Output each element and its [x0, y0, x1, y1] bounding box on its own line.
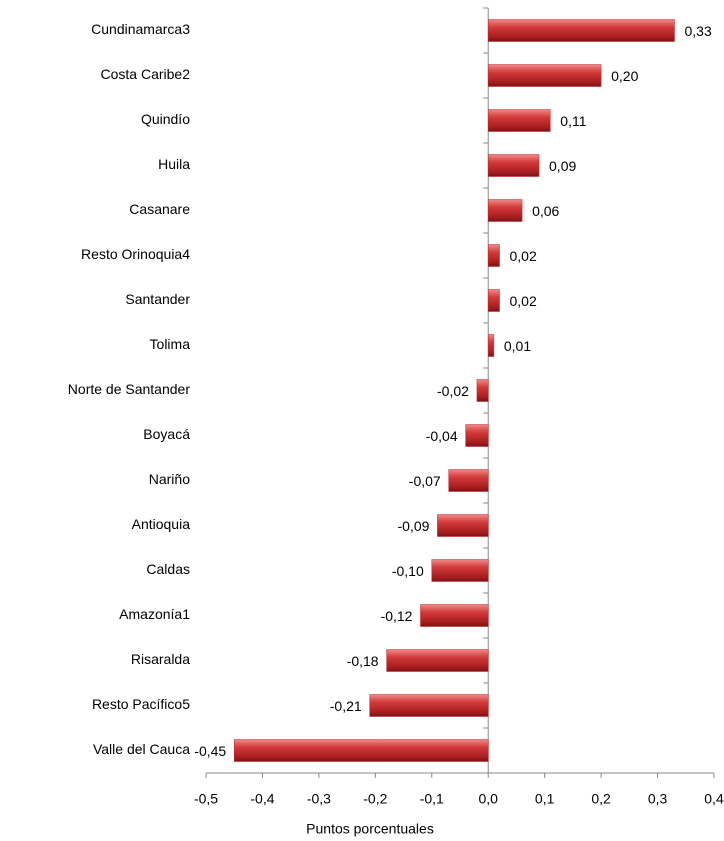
y-tick-label: Huila: [158, 156, 190, 172]
bar: [487, 109, 551, 132]
y-tick-label: Boyacá: [143, 426, 190, 442]
y-tick-label: Quindío: [141, 111, 190, 127]
y-tick-label: Norte de Santander: [68, 381, 191, 397]
bar: [437, 514, 489, 537]
x-tick-label: -0,3: [307, 791, 331, 807]
y-tick-label: Caldas: [146, 561, 190, 577]
value-label: -0,12: [381, 608, 413, 624]
y-tick-label: Santander: [125, 291, 190, 307]
y-tick-label: Resto Orinoquia4: [81, 246, 190, 262]
y-tick-label: Casanare: [129, 201, 190, 217]
bar: [233, 739, 489, 762]
bar: [448, 469, 489, 492]
bar: [431, 559, 489, 582]
bar: [487, 199, 523, 222]
y-tick-label: Amazonía1: [119, 606, 190, 622]
value-label: 0,33: [684, 23, 711, 39]
y-tick-label: Costa Caribe2: [101, 66, 191, 82]
bar: [487, 64, 602, 87]
bar: [487, 244, 500, 267]
x-tick-label: -0,4: [250, 791, 274, 807]
y-tick-label: Nariño: [149, 471, 190, 487]
x-axis-title: Puntos porcentuales: [306, 821, 434, 837]
bar: [487, 154, 540, 177]
x-tick-label: -0,2: [363, 791, 387, 807]
value-label: -0,10: [392, 563, 424, 579]
value-label: 0,02: [510, 293, 537, 309]
x-tick-label: 0,3: [648, 791, 668, 807]
value-label: 0,02: [510, 248, 537, 264]
value-label: 0,09: [549, 158, 576, 174]
y-tick-label: Antioquia: [132, 516, 191, 532]
y-tick-label: Risaralda: [131, 651, 190, 667]
value-label: -0,09: [398, 518, 430, 534]
x-tick-label: 0,2: [591, 791, 611, 807]
y-tick-label: Cundinamarca3: [91, 21, 190, 37]
bar: [369, 694, 489, 717]
y-tick-label: Tolima: [150, 336, 191, 352]
bar: [465, 424, 489, 447]
x-tick-label: -0,1: [420, 791, 444, 807]
bar: [487, 334, 495, 357]
value-label: -0,07: [409, 473, 441, 489]
x-tick-label: -0,5: [194, 791, 218, 807]
value-label: -0,04: [426, 428, 458, 444]
value-label: 0,11: [560, 113, 586, 129]
value-label: -0,45: [194, 743, 226, 759]
bar: [420, 604, 489, 627]
y-tick-label: Resto Pacífico5: [92, 696, 190, 712]
value-label: 0,20: [611, 68, 638, 84]
value-label: -0,18: [347, 653, 379, 669]
value-label: -0,02: [437, 383, 469, 399]
bar: [487, 289, 500, 312]
x-tick-label: 0,4: [704, 791, 724, 807]
x-tick-label: 0,1: [535, 791, 555, 807]
y-tick-label: Valle del Cauca: [93, 741, 190, 757]
bar: [476, 379, 489, 402]
value-label: 0,01: [504, 338, 531, 354]
value-label: -0,21: [330, 698, 362, 714]
bar: [386, 649, 489, 672]
value-label: 0,06: [532, 203, 559, 219]
x-tick-label: 0,0: [478, 791, 498, 807]
bar: [487, 19, 675, 42]
